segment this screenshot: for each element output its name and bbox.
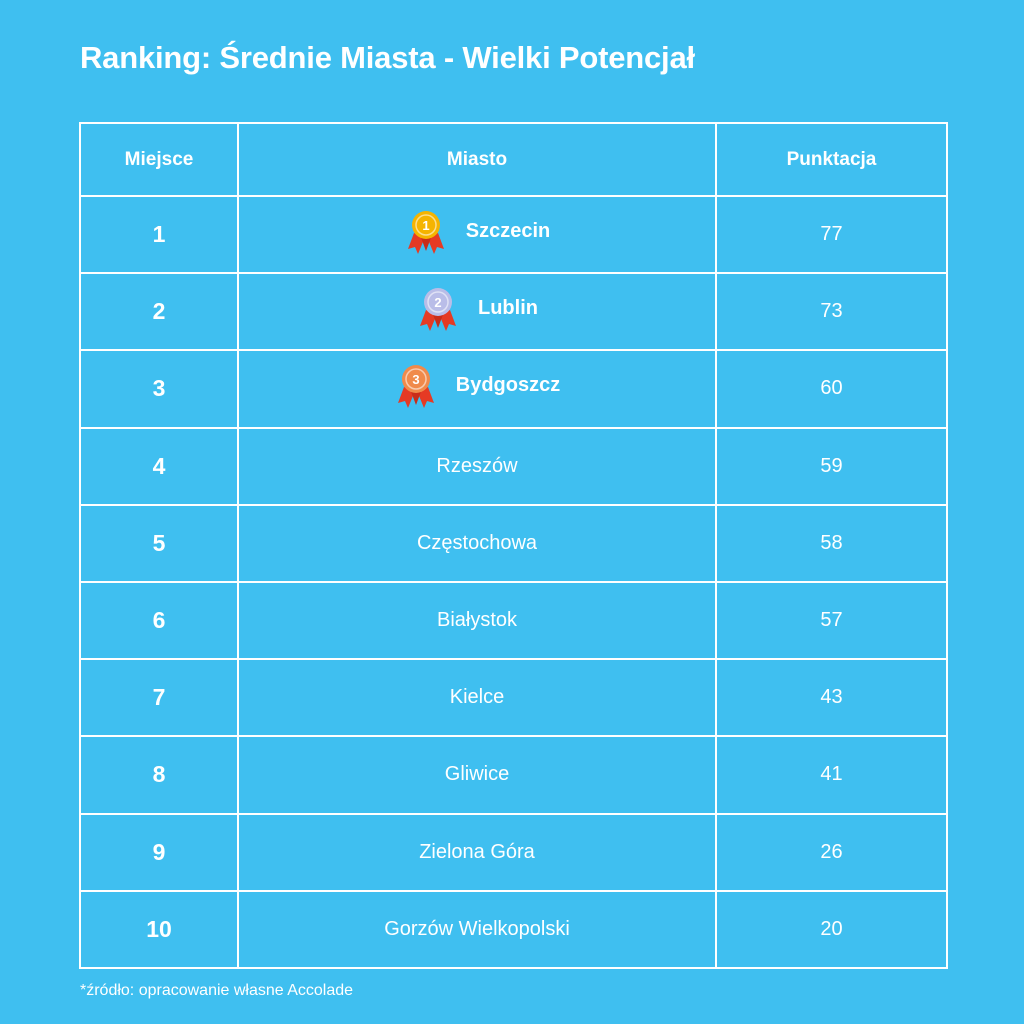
place-cell: 7: [79, 658, 239, 738]
score-cell: 26: [715, 812, 948, 892]
medal-number: 1: [422, 218, 429, 233]
score-cell: 20: [715, 889, 948, 970]
city-name: Gliwice: [444, 763, 510, 786]
table-row: 2 2 Lublin 73: [79, 272, 948, 352]
city-cell-content: Gliwice: [445, 763, 509, 786]
ranking-table: Miejsce Miasto Punktacja 1 1 Szczecin 77 2 2 L…: [79, 122, 948, 970]
place-cell: 6: [79, 580, 239, 661]
place-cell: 8: [79, 735, 239, 815]
table-header-row: Miejsce Miasto Punktacja: [79, 122, 948, 197]
city-name: Częstochowa: [416, 531, 538, 554]
city-name: Białystok: [436, 609, 518, 632]
city-cell: Zielona Góra: [237, 812, 717, 892]
bronze-medal-icon: 3: [397, 364, 434, 408]
city-cell-content: Częstochowa: [417, 532, 537, 555]
score-cell: 77: [715, 194, 948, 275]
place-cell: 9: [79, 812, 239, 892]
city-name: Rzeszów: [436, 454, 518, 477]
city-name: Lublin: [478, 297, 538, 320]
city-cell-content: Zielona Góra: [419, 841, 535, 864]
table-row: 1 1 Szczecin 77: [79, 194, 948, 275]
table-row: 7 Kielce 43: [79, 658, 948, 738]
city-name: Kielce: [449, 686, 505, 709]
score-cell: 60: [715, 349, 948, 429]
header-city: Miasto: [237, 122, 717, 197]
place-cell: 10: [79, 889, 239, 970]
score-cell: 58: [715, 503, 948, 583]
score-cell: 59: [715, 426, 948, 506]
score-cell: 41: [715, 735, 948, 815]
city-cell-content: Białystok: [437, 609, 517, 632]
table-row: 8 Gliwice 41: [79, 735, 948, 815]
city-cell: 1 Szczecin: [237, 194, 717, 275]
silver-medal-icon: 2: [420, 287, 456, 331]
place-cell: 1: [79, 194, 239, 275]
place-cell: 3: [79, 349, 239, 429]
city-cell-content: Gorzów Wielkopolski: [384, 918, 570, 941]
city-cell: Gliwice: [237, 735, 717, 815]
city-name: Gorzów Wielkopolski: [384, 917, 570, 940]
table-row: 3 3 Bydgoszcz 60: [79, 349, 948, 429]
gold-medal-icon: 1: [407, 210, 444, 254]
city-cell-content: 2 Lublin: [416, 284, 538, 334]
score-cell: 73: [715, 272, 948, 352]
table-row: 5 Częstochowa 58: [79, 503, 948, 583]
city-cell: Kielce: [237, 658, 717, 738]
city-cell: Częstochowa: [237, 503, 717, 583]
city-cell-content: 3 Bydgoszcz: [394, 361, 560, 411]
table-row: 9 Zielona Góra 26: [79, 812, 948, 892]
city-cell: 3 Bydgoszcz: [237, 349, 717, 429]
city-cell: 2 Lublin: [237, 272, 717, 352]
city-cell: Białystok: [237, 580, 717, 661]
score-cell: 57: [715, 580, 948, 661]
city-cell-content: Rzeszów: [436, 455, 517, 478]
table-row: 4 Rzeszów 59: [79, 426, 948, 506]
medal-number: 3: [412, 372, 419, 387]
city-cell: Rzeszów: [237, 426, 717, 506]
city-cell-content: 1 Szczecin: [404, 207, 550, 257]
header-place: Miejsce: [79, 122, 239, 197]
city-cell-content: Kielce: [450, 686, 504, 709]
city-name: Zielona Góra: [419, 840, 535, 863]
place-cell: 5: [79, 503, 239, 583]
header-score: Punktacja: [715, 122, 948, 197]
city-name: Szczecin: [465, 220, 551, 243]
score-cell: 43: [715, 658, 948, 738]
source-footnote: *źródło: opracowanie własne Accolade: [80, 982, 354, 999]
page-title: Ranking: Średnie Miasta - Wielki Potencj…: [80, 40, 695, 75]
city-cell: Gorzów Wielkopolski: [237, 889, 717, 970]
table-row: 10 Gorzów Wielkopolski 20: [79, 889, 948, 970]
medal-number: 2: [434, 295, 441, 310]
table-row: 6 Białystok 57: [79, 580, 948, 661]
place-cell: 2: [79, 272, 239, 352]
city-name: Bydgoszcz: [455, 374, 561, 397]
place-cell: 4: [79, 426, 239, 506]
